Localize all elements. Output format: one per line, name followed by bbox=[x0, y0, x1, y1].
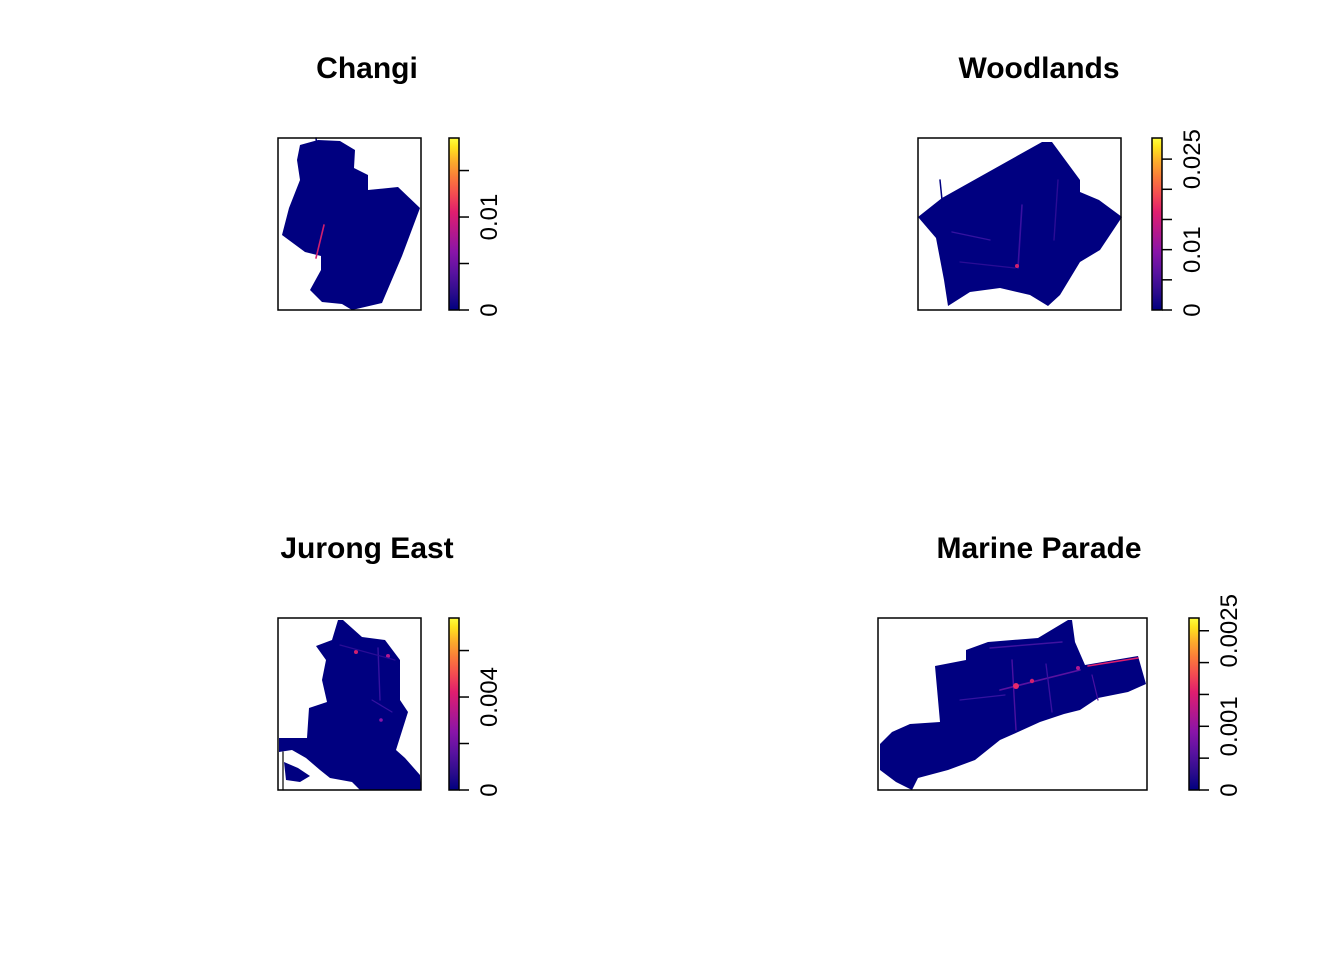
colorbar-woodlands-tick-label: 0.01 bbox=[1179, 226, 1206, 273]
plot-frame-jurong-east bbox=[277, 617, 422, 791]
map-jurong-east bbox=[279, 620, 421, 791]
colorbar-changi: 00.01 bbox=[448, 137, 503, 317]
region-changi bbox=[282, 140, 420, 310]
panel-woodlands: Woodlands 0 0.01 0.025 bbox=[917, 52, 1206, 317]
region-jurong-east bbox=[279, 620, 421, 790]
hotspot-marine-7 bbox=[1045, 663, 1053, 713]
hotspot-marine-6 bbox=[1029, 678, 1035, 684]
colorbar-marine-parade-tick-label: 0 bbox=[1216, 783, 1243, 796]
hotspot-jurong-5 bbox=[371, 699, 393, 713]
panel-changi: Changi 00.01 bbox=[277, 52, 503, 317]
hotspot-marine-1 bbox=[989, 641, 1063, 649]
map-changi bbox=[282, 137, 420, 310]
colorbar-changi-bar bbox=[448, 137, 460, 311]
plot-frame-changi bbox=[277, 137, 422, 311]
map-marine-parade bbox=[880, 620, 1146, 790]
map-woodlands bbox=[918, 142, 1122, 306]
hotspot-marine-5 bbox=[1013, 683, 1019, 689]
hotspot-woodlands-4 bbox=[1015, 264, 1019, 268]
colorbar-jurong-east-tick-label: 0.004 bbox=[476, 667, 503, 727]
region-marine-parade bbox=[880, 620, 1146, 790]
panel-jurong-east: Jurong East 0 0.004 bbox=[277, 532, 503, 797]
hotspot-woodlands-3 bbox=[951, 231, 991, 241]
plot-frame-marine-parade bbox=[877, 617, 1148, 791]
region-jurong-east-islet bbox=[284, 762, 310, 782]
hotspot-woodlands-5 bbox=[939, 179, 943, 201]
panel-title-jurong-east: Jurong East bbox=[280, 532, 453, 565]
colorbar-marine-parade-bar bbox=[1188, 617, 1200, 791]
colorbar-marine-parade-tick-label: 0.001 bbox=[1216, 696, 1243, 756]
hotspot-marine-9 bbox=[1076, 666, 1080, 670]
hotspot-woodlands-2 bbox=[1053, 179, 1059, 241]
hotspot-changi-2 bbox=[315, 137, 318, 147]
hotspot-marine-10 bbox=[1091, 674, 1099, 701]
colorbar-woodlands-bar bbox=[1151, 137, 1163, 311]
colorbar-marine-parade: 0 0.001 0.0025 bbox=[1188, 594, 1243, 797]
hotspot-marine-8 bbox=[959, 694, 1006, 701]
panel-title-woodlands: Woodlands bbox=[958, 52, 1119, 85]
colorbar-woodlands: 0 0.01 0.025 bbox=[1151, 129, 1206, 317]
panel-title-marine-parade: Marine Parade bbox=[936, 532, 1141, 565]
plot-frame-woodlands bbox=[917, 137, 1122, 311]
colorbar-jurong-east: 0 0.004 bbox=[448, 617, 503, 797]
hotspot-jurong-3 bbox=[377, 647, 381, 701]
hotspot-jurong-4 bbox=[339, 644, 396, 661]
colorbar-marine-parade-tick-label: 0.0025 bbox=[1216, 594, 1243, 667]
colorbar-woodlands-tick-label: 0.025 bbox=[1179, 129, 1206, 189]
hotspot-woodlands-6 bbox=[959, 261, 1016, 269]
panel-marine-parade: Marine Parade 0 0.001 0.0025 bbox=[877, 532, 1243, 797]
hotspot-marine-2 bbox=[1087, 657, 1139, 667]
colorbar-jurong-east-tick-label: 0 bbox=[476, 783, 503, 796]
hotspot-jurong-2 bbox=[386, 654, 390, 658]
colorbar-jurong-east-bar bbox=[448, 617, 460, 791]
colorbar-woodlands-tick-label: 0 bbox=[1179, 303, 1206, 316]
hotspot-jurong-6 bbox=[379, 718, 383, 722]
hotspot-marine-4 bbox=[1011, 659, 1017, 731]
colorbar-changi-tick-label: 0 bbox=[476, 303, 503, 316]
colorbar-changi-tick-label: 0.01 bbox=[476, 194, 503, 241]
hotspot-woodlands-1 bbox=[1017, 204, 1023, 269]
panel-title-changi: Changi bbox=[316, 52, 418, 85]
hotspot-changi-1 bbox=[315, 224, 325, 259]
hotspot-jurong-1 bbox=[354, 650, 358, 654]
